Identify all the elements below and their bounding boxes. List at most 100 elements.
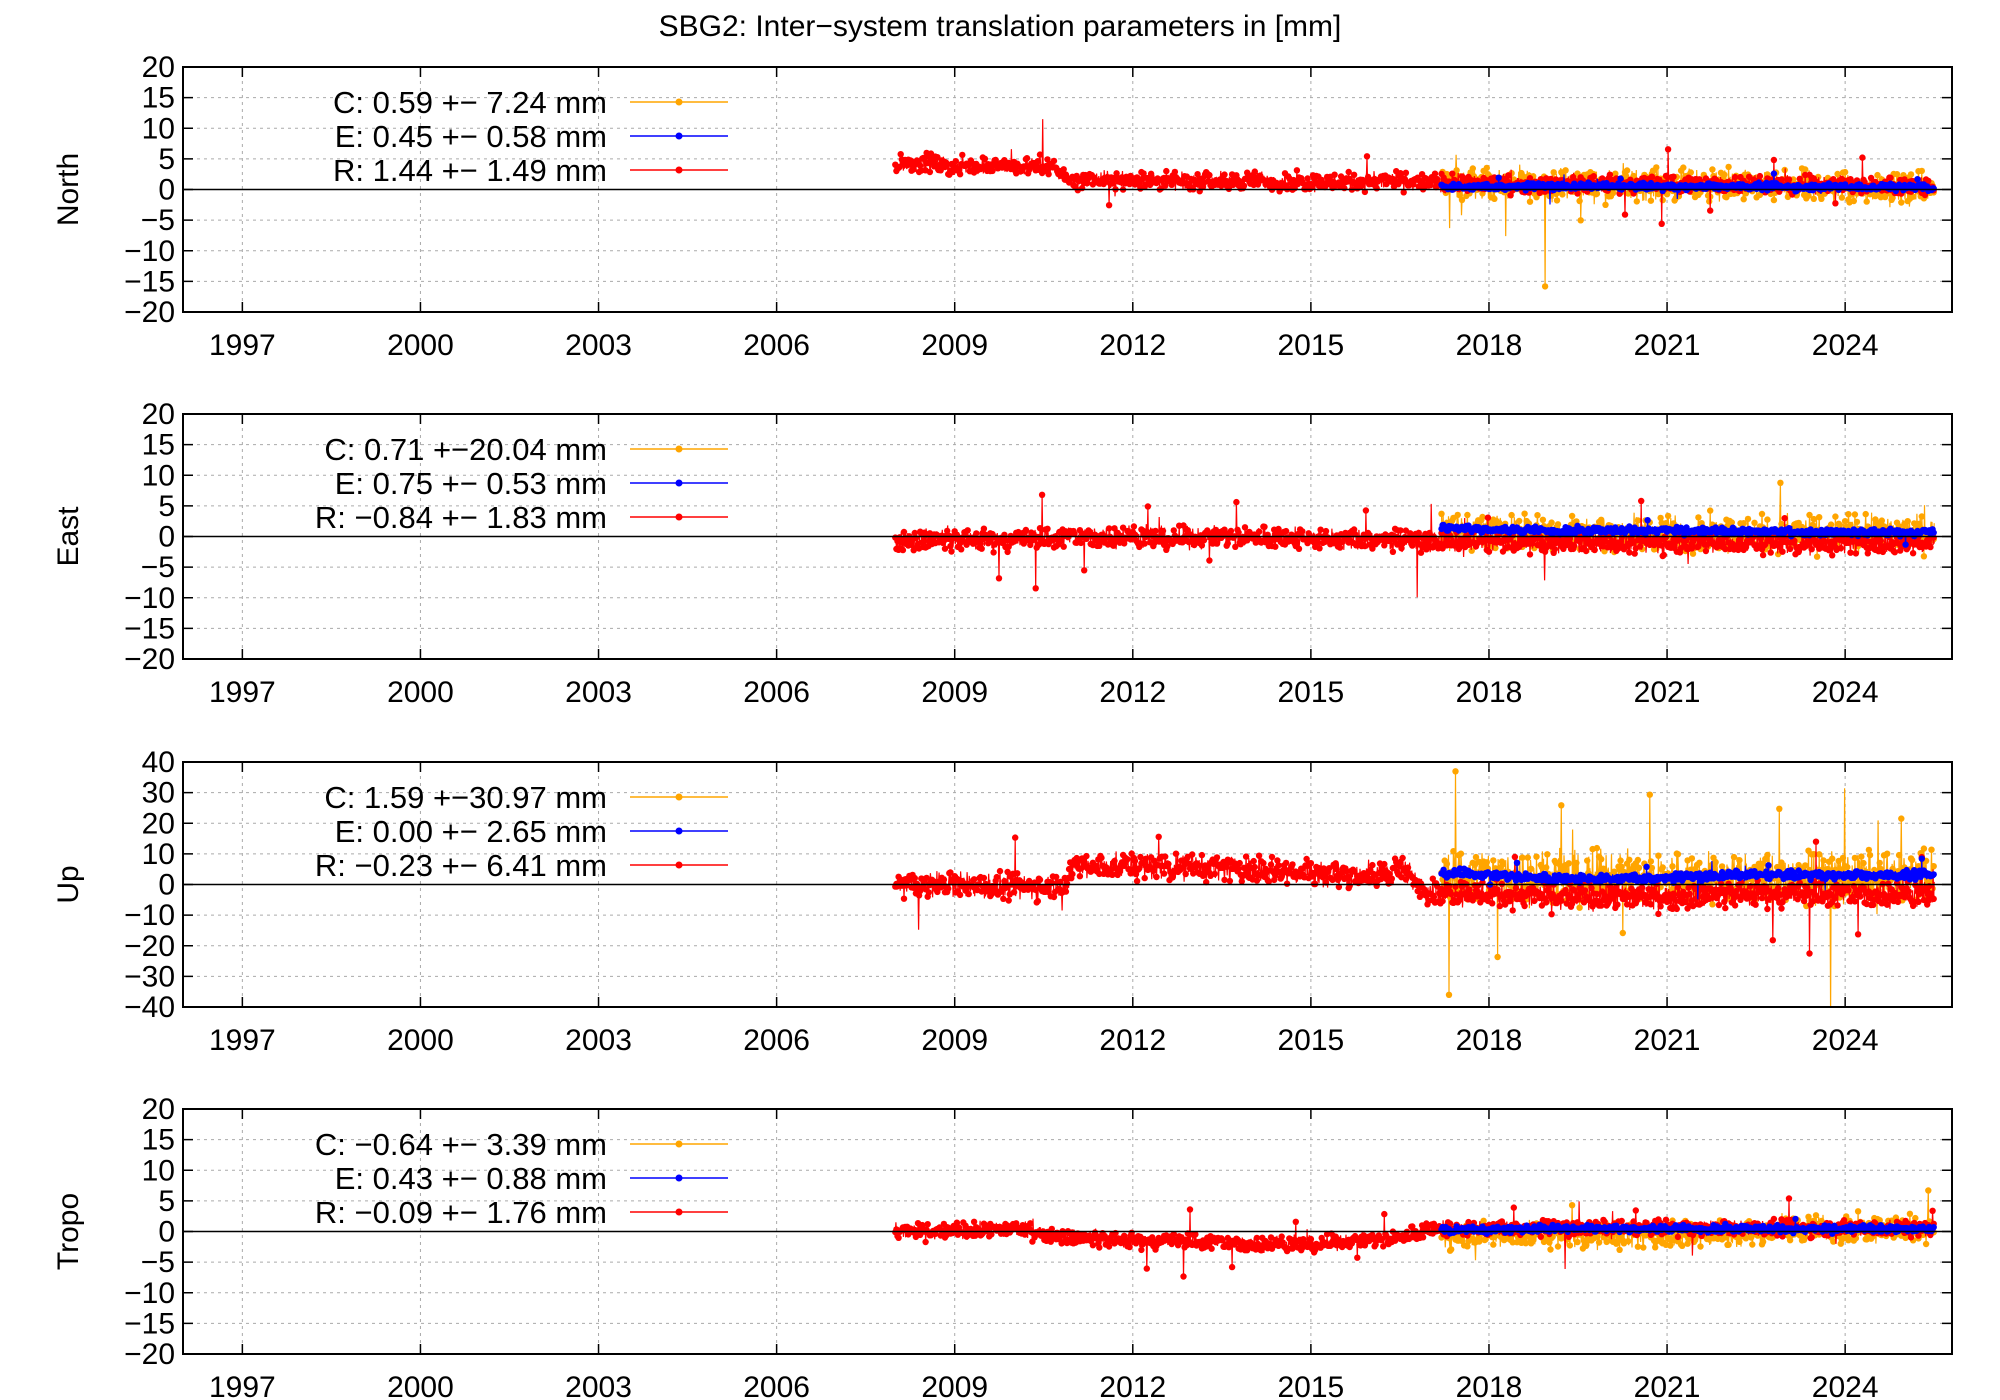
point-R <box>964 527 971 534</box>
point-R <box>1241 524 1249 531</box>
point-C <box>1519 854 1526 861</box>
point-C <box>1862 510 1869 518</box>
point-R <box>1165 860 1172 868</box>
point-R <box>947 869 954 876</box>
point-R <box>1057 538 1064 545</box>
point-R <box>978 545 985 552</box>
point-R <box>926 168 934 176</box>
legend-label-E: E: 0.45 +− 0.58 mm <box>335 119 607 154</box>
point-R <box>900 895 908 902</box>
point-R <box>1329 876 1336 884</box>
point-R <box>1361 188 1369 196</box>
y-tick-label: −5 <box>141 204 175 237</box>
point-R <box>1111 857 1118 865</box>
point-C <box>1550 169 1557 176</box>
point-C <box>1559 191 1566 198</box>
point-C <box>1844 863 1851 871</box>
point-R <box>1236 859 1243 867</box>
point-R <box>1036 525 1044 532</box>
legend-marker-E <box>675 479 683 487</box>
point-R <box>1430 893 1438 901</box>
point-R <box>1227 527 1235 535</box>
point-R <box>1289 861 1296 868</box>
point-C <box>1593 844 1601 852</box>
point-R <box>1293 538 1301 545</box>
point-C <box>1553 197 1561 204</box>
point-R <box>1629 539 1636 546</box>
point-R <box>934 154 941 161</box>
point-R <box>1211 870 1219 878</box>
point-R <box>1137 853 1144 861</box>
point-C <box>1908 856 1916 864</box>
x-tick-label: 2003 <box>565 329 632 362</box>
point-C <box>1918 513 1926 520</box>
point-R <box>1195 862 1202 869</box>
chart-title: SBG2: Inter−system translation parameter… <box>658 10 1342 43</box>
y-tick-label: 10 <box>142 459 175 492</box>
point-C <box>1813 553 1821 560</box>
point-C <box>1758 510 1766 518</box>
point-R <box>1159 527 1167 535</box>
point-R <box>956 891 964 899</box>
point-R <box>1925 177 1932 185</box>
point-R <box>1859 154 1866 161</box>
point-R <box>1098 854 1105 862</box>
x-tick-label: 2021 <box>1634 329 1701 362</box>
point-C <box>1633 198 1641 205</box>
point-R <box>1092 862 1100 869</box>
point-C <box>1687 169 1695 176</box>
point-C <box>1832 513 1839 520</box>
legend-marker-C <box>675 98 683 106</box>
point-C <box>1889 194 1896 202</box>
point-R <box>1014 870 1021 877</box>
point-C <box>1635 864 1643 871</box>
point-C <box>1770 196 1778 204</box>
point-E <box>1914 176 1921 183</box>
point-R <box>1909 550 1917 557</box>
point-C <box>1858 853 1865 860</box>
point-R <box>977 540 984 547</box>
point-C <box>1725 163 1732 171</box>
point-C <box>1898 199 1905 206</box>
point-C <box>1457 850 1465 857</box>
point-R <box>1369 545 1376 552</box>
point-C <box>1680 164 1687 171</box>
point-R <box>1065 865 1073 873</box>
x-tick-label: 2006 <box>743 329 810 362</box>
point-R <box>978 888 985 895</box>
point-R <box>1563 541 1570 549</box>
point-R <box>1069 870 1076 878</box>
point-R <box>1626 549 1633 556</box>
point-R <box>1394 541 1401 548</box>
y-tick-label: 5 <box>158 143 175 176</box>
point-R <box>1369 861 1376 869</box>
point-R <box>945 885 952 892</box>
point-C <box>1647 858 1655 865</box>
point-R <box>1507 192 1514 199</box>
point-R <box>1481 536 1488 543</box>
point-R <box>1821 538 1828 545</box>
point-R <box>1407 530 1414 537</box>
point-R <box>1194 171 1201 178</box>
point-R <box>1021 163 1029 170</box>
point-R <box>1304 175 1311 182</box>
point-C <box>1634 517 1642 524</box>
point-R <box>1282 859 1290 867</box>
point-C <box>1576 904 1583 911</box>
y-tick-label: 0 <box>158 174 175 207</box>
x-tick-label: 2003 <box>565 676 632 709</box>
point-E <box>1930 529 1937 536</box>
point-R <box>992 156 999 164</box>
point-R <box>1336 544 1344 551</box>
point-C <box>1860 859 1867 867</box>
point-R <box>1004 548 1011 556</box>
point-C <box>1712 858 1719 866</box>
point-R <box>1448 890 1455 898</box>
legend-label-E: E: 0.75 +− 0.53 mm <box>335 466 607 501</box>
point-R <box>1660 551 1668 559</box>
point-R <box>1023 155 1031 162</box>
point-R <box>1786 545 1794 553</box>
point-R <box>923 874 930 882</box>
point-R <box>911 529 918 537</box>
